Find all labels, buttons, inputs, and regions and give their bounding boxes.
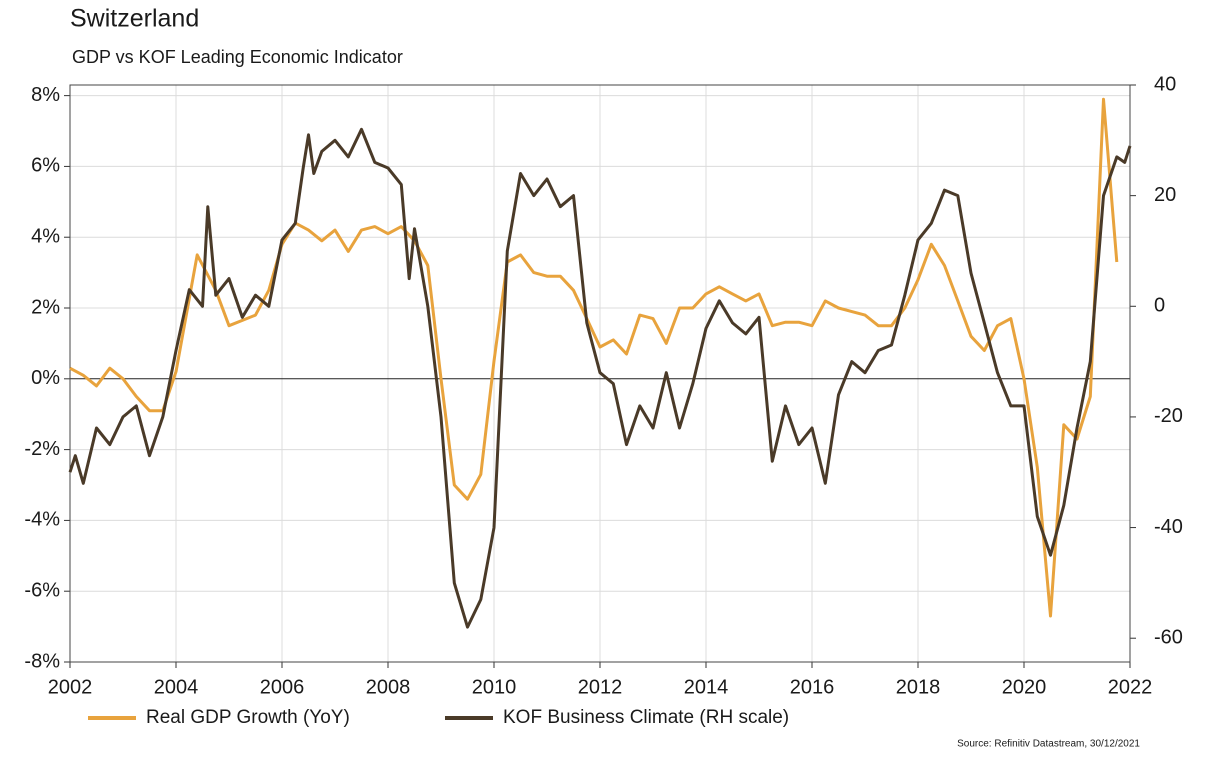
y2-tick-label: -40 (1154, 516, 1183, 538)
source-note: Source: Refinitiv Datastream, 30/12/2021 (957, 739, 1140, 750)
legend-label: Real GDP Growth (YoY) (146, 707, 350, 728)
y2-tick-label: 20 (1154, 184, 1176, 206)
y-tick-label: 8% (31, 84, 60, 106)
plot-frame (69, 84, 1131, 663)
x-tick-label: 2016 (790, 676, 835, 698)
chart-subtitle: GDP vs KOF Leading Economic Indicator (72, 47, 403, 67)
legend-label: KOF Business Climate (RH scale) (503, 707, 789, 728)
chart-title: Switzerland (70, 5, 199, 33)
x-tick-label: 2010 (472, 676, 517, 698)
data-line (68, 127, 1132, 629)
y-tick-label: 4% (31, 225, 60, 247)
y-tick-label: -4% (24, 509, 60, 531)
x-tick-label: 2020 (1002, 676, 1047, 698)
y2-tick-label: -60 (1154, 626, 1183, 648)
y-tick-label: 0% (31, 367, 60, 389)
x-tick-label: 2008 (366, 676, 411, 698)
y2-tick-label: -20 (1154, 405, 1183, 427)
x-tick-label: 2004 (154, 676, 199, 698)
y2-tick-label: 0 (1154, 295, 1165, 317)
x-tick-label: 2014 (684, 676, 729, 698)
y-tick-label: 2% (31, 296, 60, 318)
y-tick-label: 6% (31, 155, 60, 177)
x-tick-label: 2002 (48, 676, 93, 698)
y-tick-label: -8% (24, 650, 60, 672)
x-tick-label: 2022 (1108, 676, 1153, 698)
y-tick-label: -2% (24, 438, 60, 460)
data-line (69, 97, 1119, 618)
x-tick-label: 2012 (578, 676, 623, 698)
y2-tick-label: 40 (1154, 73, 1176, 95)
y-tick-label: -6% (24, 579, 60, 601)
x-tick-label: 2006 (260, 676, 305, 698)
x-tick-label: 2018 (896, 676, 941, 698)
